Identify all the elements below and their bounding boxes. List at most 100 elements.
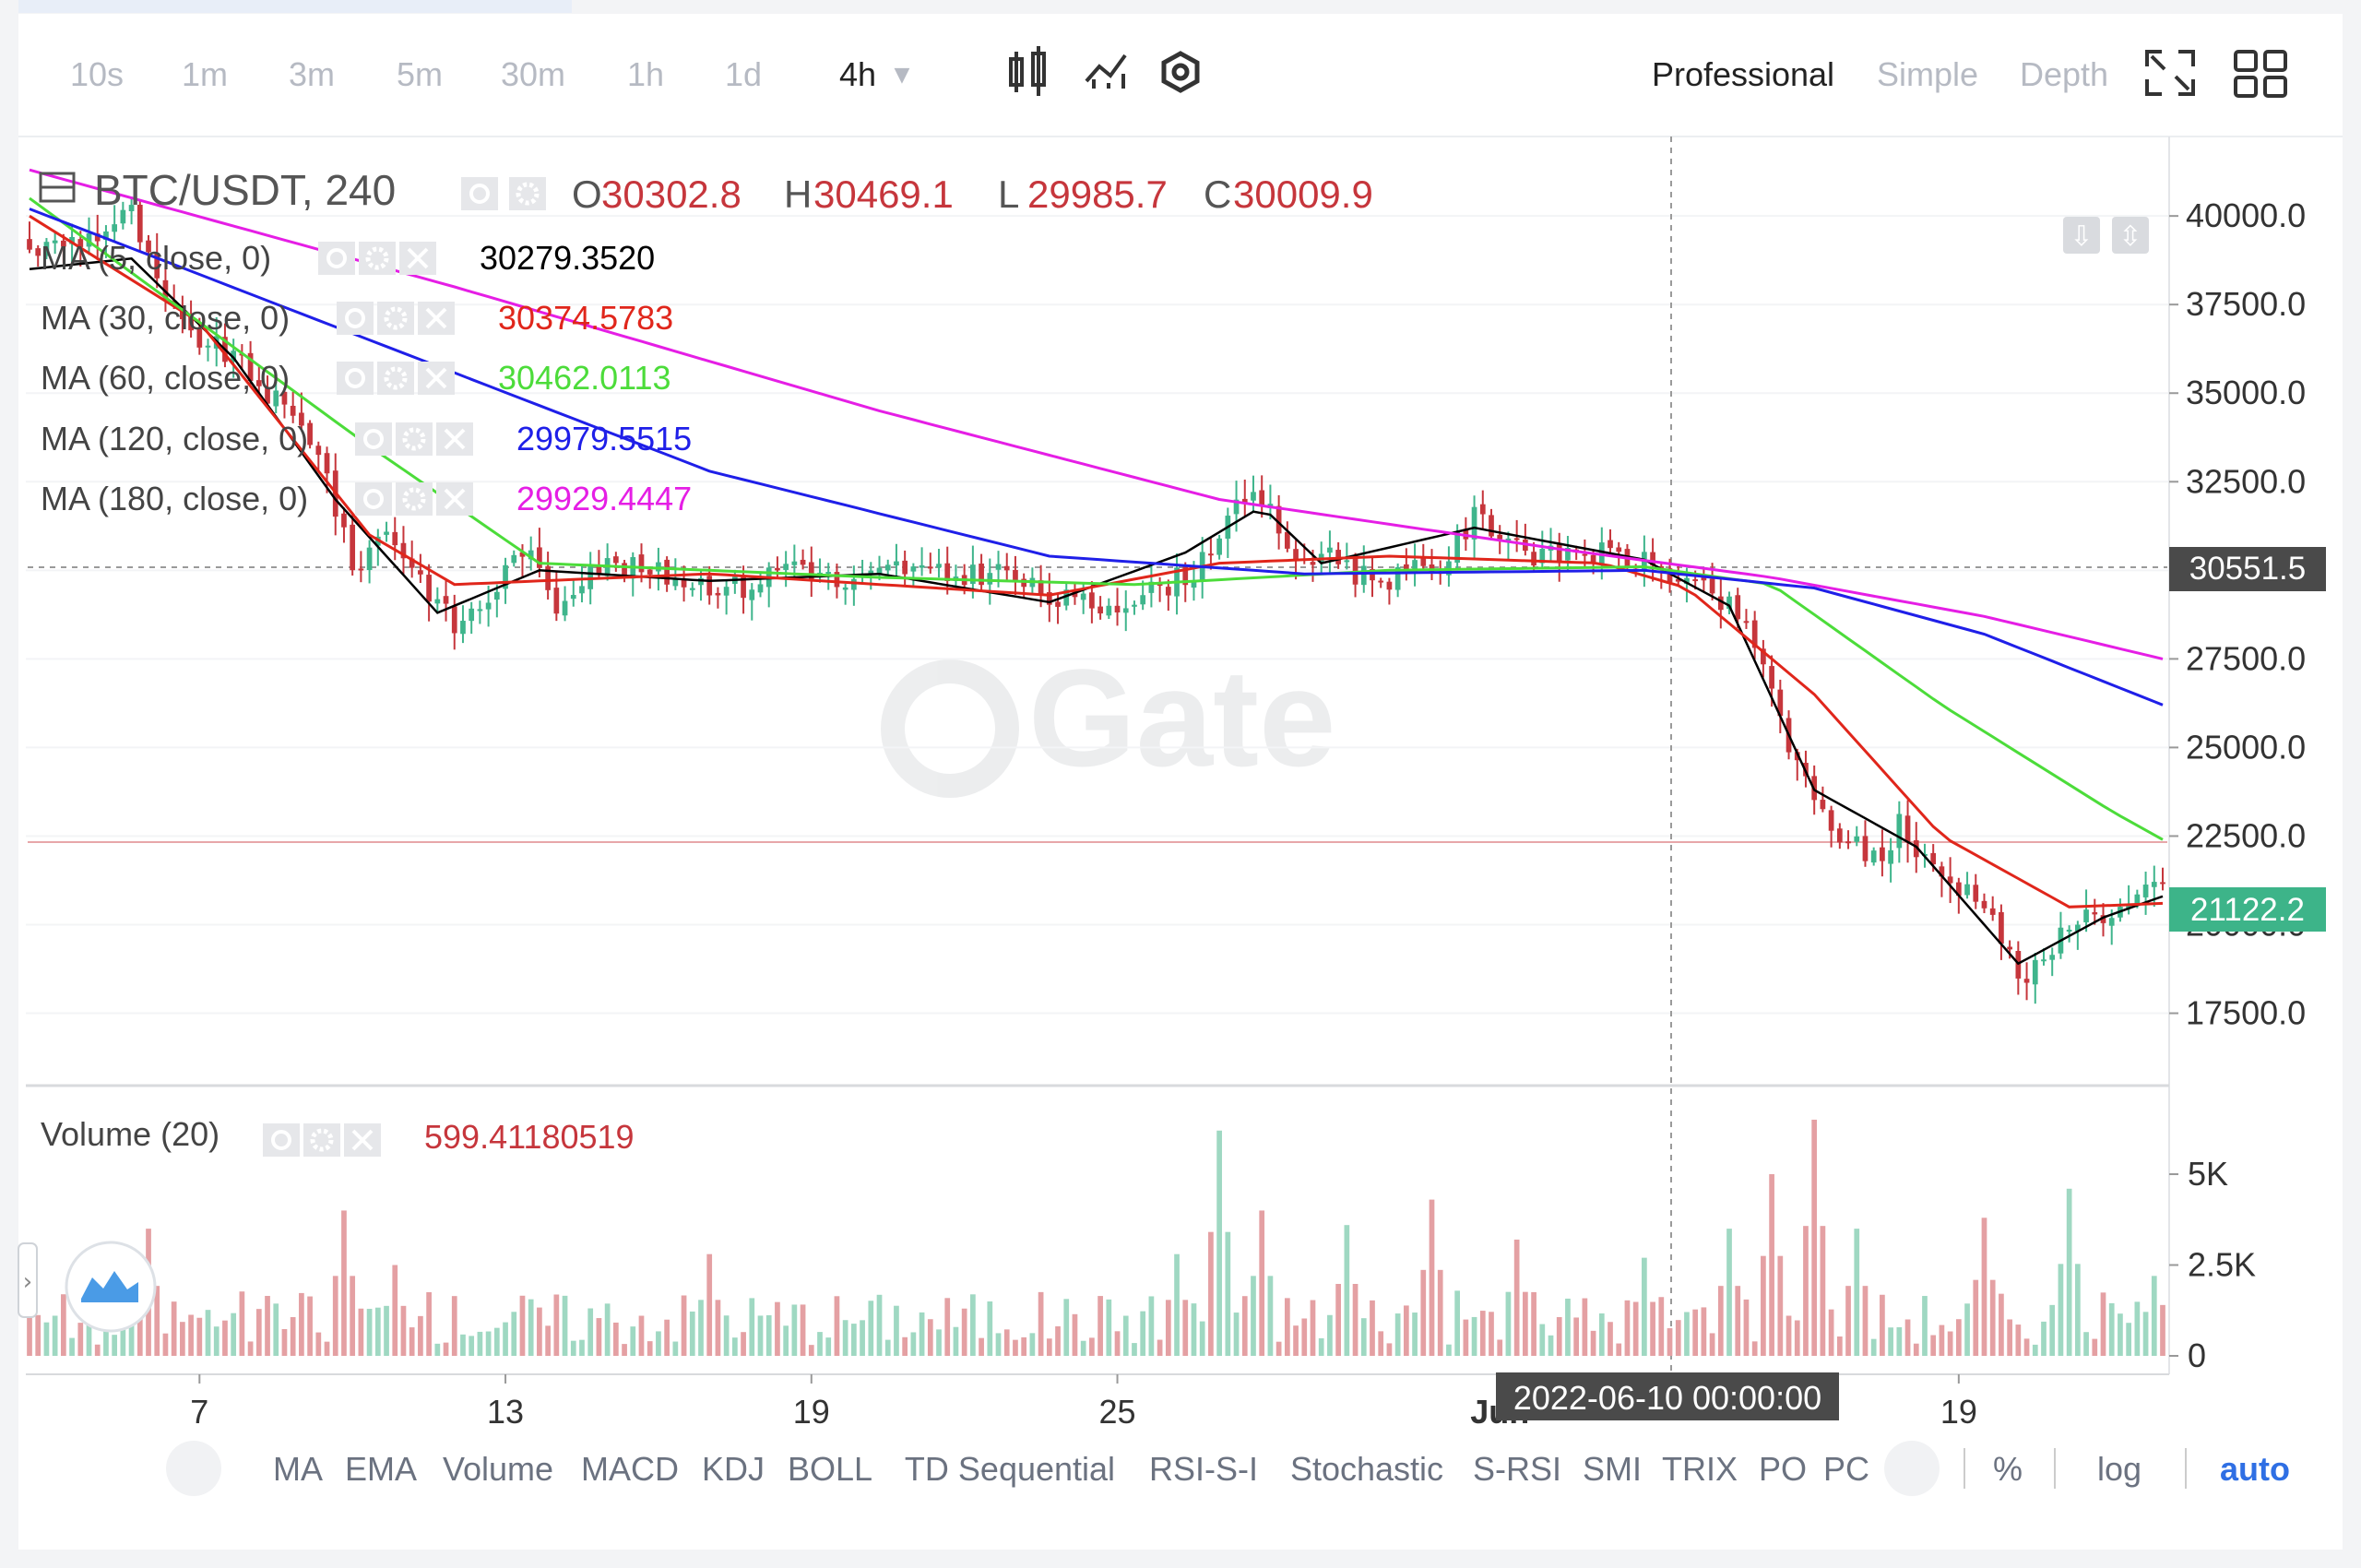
scale-option-log[interactable]: log (2097, 1450, 2142, 1488)
layout-grid-icon[interactable] (2234, 50, 2287, 98)
volume-bar (1616, 1343, 1622, 1356)
symbol-settings-button[interactable] (509, 177, 546, 210)
view-professional[interactable]: Professional (1652, 55, 1834, 93)
candle-body (1241, 498, 1248, 504)
settings-icon[interactable] (1161, 51, 1200, 93)
indicator-stochastic[interactable]: Stochastic (1290, 1450, 1443, 1488)
indicator-ma[interactable]: MA (273, 1450, 323, 1488)
crosshair-price-badge-bg (2169, 547, 2326, 591)
ma-4-settings-button[interactable] (396, 482, 433, 516)
volume-bar (392, 1265, 398, 1356)
floating-chart-button[interactable] (65, 1241, 157, 1333)
side-panel-handle[interactable] (18, 1242, 38, 1318)
scale-option-auto[interactable]: auto (2220, 1450, 2290, 1488)
interval-active[interactable]: 4h (839, 55, 876, 93)
volume-bar (1913, 1343, 1919, 1356)
chevron-down-icon[interactable]: ▼ (895, 64, 910, 87)
indicator-smi[interactable]: SMI (1583, 1450, 1642, 1488)
indicator-po[interactable]: PO (1759, 1450, 1807, 1488)
volume-bar (587, 1308, 594, 1356)
indicator-volume[interactable]: Volume (443, 1450, 553, 1488)
indicator-bar: MA EMA Volume MACD KDJ BOLL TD Sequential RSI-S… (166, 1441, 2290, 1496)
volume-bar (2049, 1304, 2056, 1356)
ma-label: MA (60, close, 0) (41, 359, 290, 397)
indicator-s-rsi[interactable]: S-RSI (1473, 1450, 1561, 1488)
interval-1d[interactable]: 1d (725, 55, 762, 93)
view-simple[interactable]: Simple (1877, 55, 1978, 93)
layout-grid-cell (2234, 76, 2258, 98)
scroll-down-button[interactable] (2063, 217, 2100, 254)
volume-settings-button[interactable] (303, 1123, 340, 1157)
volume-axis: 5K 2.5K 0 (2169, 1155, 2256, 1374)
indicators-icon[interactable] (1085, 53, 1127, 89)
candle-body (1157, 584, 1163, 587)
interval-5m[interactable]: 5m (397, 55, 443, 93)
volume-bar (851, 1324, 857, 1356)
volume-bar (324, 1341, 330, 1356)
candle-body (2023, 979, 2030, 983)
scroll-updown-button[interactable] (2112, 217, 2149, 254)
candle-body (146, 240, 151, 253)
ma-3-controls (355, 422, 473, 456)
candle-body (987, 573, 993, 585)
volume-visibility-button[interactable] (263, 1123, 300, 1157)
view-depth[interactable]: Depth (2020, 55, 2108, 93)
interval-3m[interactable]: 3m (289, 55, 335, 93)
interval-30m[interactable]: 30m (501, 55, 565, 93)
indicator-rsi-s-i[interactable]: RSI-S-I (1149, 1450, 1258, 1488)
indicator-pc[interactable]: PC (1823, 1450, 1869, 1488)
volume-bar (1293, 1325, 1299, 1356)
ma-0-visibility-button[interactable] (318, 242, 355, 275)
interval-1m[interactable]: 1m (182, 55, 228, 93)
candle-body (1479, 504, 1486, 515)
volume-bar (1556, 1316, 1562, 1356)
volume-bar (1565, 1298, 1571, 1356)
ma-2-settings-button[interactable] (377, 362, 414, 395)
volume-bar (1097, 1296, 1103, 1356)
ma-value: 29979.5515 (516, 420, 692, 457)
indicator-kdj[interactable]: KDJ (702, 1450, 765, 1488)
candle-body (612, 556, 619, 564)
candle-body (511, 554, 517, 564)
price-tick-label: 32500.0 (2186, 462, 2306, 500)
candle-body (1293, 549, 1299, 560)
volume-bar (171, 1301, 177, 1356)
interval-10s[interactable]: 10s (70, 55, 124, 93)
ma-3-visibility-button[interactable] (355, 422, 392, 456)
ma-1-controls (337, 302, 455, 335)
ma-0-settings-button[interactable] (359, 242, 396, 275)
ma-2-visibility-button[interactable] (337, 362, 374, 395)
layout-grid-cell (2263, 76, 2287, 98)
scroll-right-button[interactable] (1884, 1441, 1940, 1496)
layout-grid-cell (2234, 50, 2258, 72)
candle-body (154, 253, 160, 279)
volume-bar (2058, 1264, 2064, 1356)
indicator-td-sequential[interactable]: TD Sequential (905, 1450, 1115, 1488)
indicator-boll[interactable]: BOLL (788, 1450, 872, 1488)
volume-bar (1531, 1291, 1536, 1356)
indicator-macd[interactable]: MACD (581, 1450, 679, 1488)
ma-4-visibility-button[interactable] (355, 482, 392, 516)
scroll-left-button[interactable] (166, 1441, 221, 1496)
candle-body (537, 547, 542, 568)
volume-bar (1777, 1255, 1784, 1356)
ma-value: 29929.4447 (516, 480, 692, 517)
scale-option-percent[interactable]: % (1993, 1450, 2023, 1488)
volume-bar (222, 1320, 228, 1356)
ma-3-settings-button[interactable] (396, 422, 433, 456)
indicator-trix[interactable]: TRIX (1662, 1450, 1738, 1488)
fullscreen-icon[interactable] (2145, 50, 2195, 96)
indicator-ema[interactable]: EMA (345, 1450, 417, 1488)
volume-bar (1335, 1284, 1341, 1356)
candle-body (434, 599, 441, 604)
interval-1h[interactable]: 1h (627, 55, 664, 93)
volume-bar (2083, 1332, 2089, 1356)
candlestick-type-icon[interactable] (1009, 46, 1046, 96)
ma-label: MA (5, close, 0) (41, 239, 271, 277)
candle-body (1386, 581, 1393, 590)
symbol-visibility-button[interactable] (461, 177, 498, 210)
ma-1-settings-button[interactable] (377, 302, 414, 335)
ma-1-visibility-button[interactable] (337, 302, 374, 335)
